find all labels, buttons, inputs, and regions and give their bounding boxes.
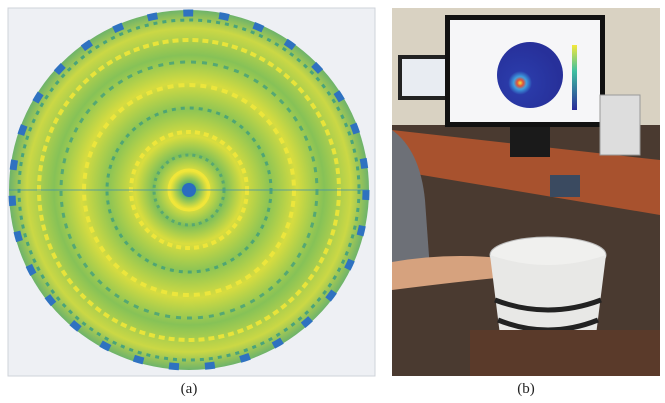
photo-board <box>550 175 580 197</box>
panel-label: (a) <box>181 381 198 397</box>
photo-screen-disk <box>497 42 563 108</box>
panel-b <box>392 8 660 376</box>
panel-a <box>8 8 375 376</box>
photo-monitor-stand <box>510 127 550 157</box>
photo-stool <box>470 330 660 376</box>
photo-power-supply <box>600 95 640 155</box>
photo-screen-colorbar <box>572 45 577 110</box>
mesh-center <box>182 183 196 197</box>
panel-label: (b) <box>517 381 535 397</box>
figure: (a) (b) <box>0 0 665 403</box>
page: (a) (b) (() => { const data = JSON.parse… <box>0 0 665 403</box>
